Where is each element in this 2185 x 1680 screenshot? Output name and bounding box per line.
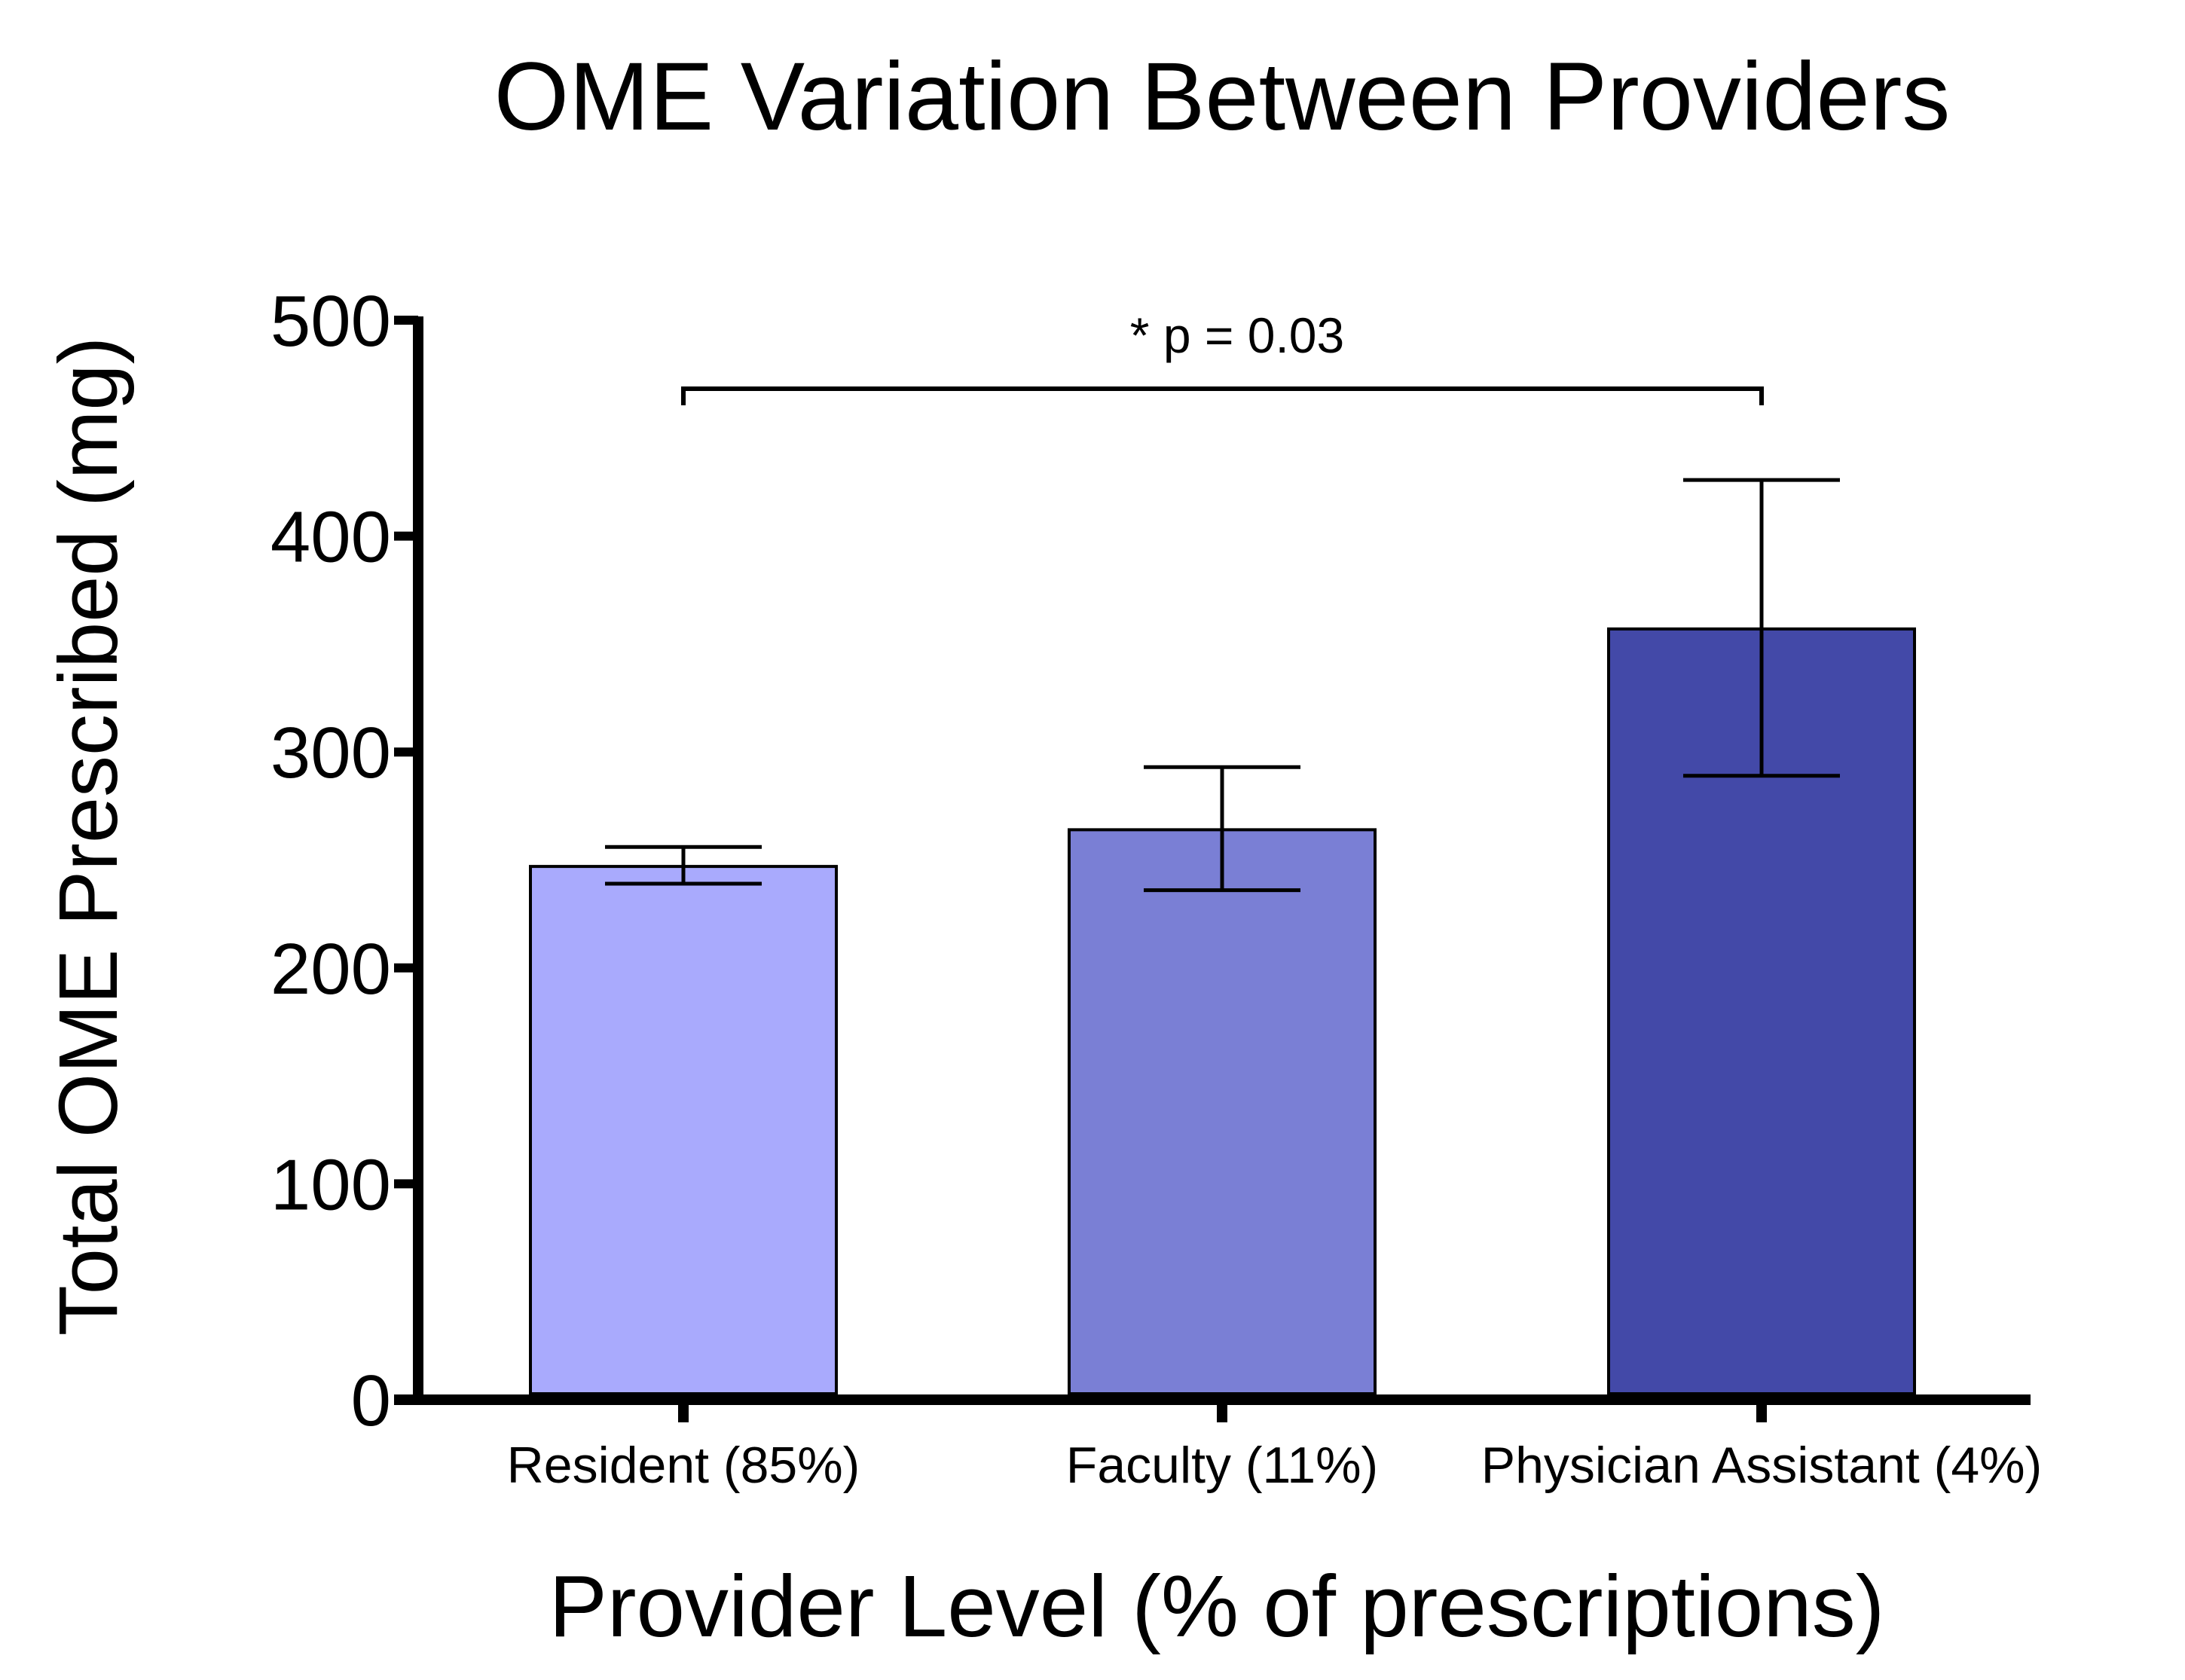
x-tick-label-1: Faculty (11%) [1066,1437,1378,1494]
x-axis-label: Provider Level (% of prescriptions) [549,1557,1885,1655]
y-ticks-group: 0 100 200 300 400 500 [270,281,418,1441]
y-tick-label-100: 100 [270,1144,391,1225]
x-tick-label-2: Physician Assistant (4%) [1481,1437,2043,1494]
y-tick-label-300: 300 [270,713,391,793]
error-bars-group [605,478,1840,893]
y-axis-label: Total OME Prescribed (mg) [42,337,135,1336]
y-tick-label-400: 400 [270,497,391,578]
x-tick-label-0: Resident (85%) [507,1437,860,1494]
significance-annotation: * p = 0.03 [681,307,1764,405]
significance-bracket [681,386,1764,405]
y-tick-label-0: 0 [351,1361,391,1441]
chart-title: OME Variation Between Providers [494,43,1951,151]
y-tick-label-200: 200 [270,929,391,1010]
y-tick-label-500: 500 [270,281,391,362]
bar-0 [529,865,838,1395]
significance-label: * p = 0.03 [1130,307,1344,363]
bars-group [529,627,1916,1395]
bar-1 [1068,828,1377,1395]
x-ticks-group: Resident (85%) Faculty (11%) Physician Ass… [507,1400,2043,1494]
